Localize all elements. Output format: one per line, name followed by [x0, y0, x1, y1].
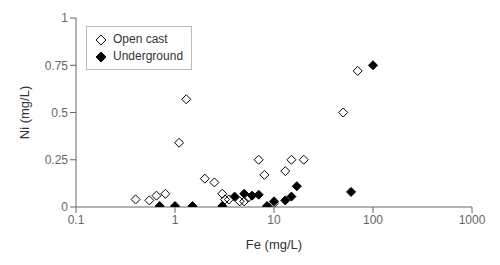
svg-text:0.1: 0.1: [68, 213, 85, 227]
svg-text:1: 1: [61, 11, 68, 25]
svg-text:1000: 1000: [459, 213, 486, 227]
html-text:Open cast: Open cast: [113, 32, 168, 46]
svg-text:0.25: 0.25: [45, 153, 69, 167]
svg-text:100: 100: [363, 213, 383, 227]
svg-text:0.75: 0.75: [45, 59, 69, 73]
svg-text:1: 1: [172, 213, 179, 227]
svg-text:Ni (mg/L): Ni (mg/L): [17, 86, 32, 139]
html-text:Underground: Underground: [113, 49, 184, 63]
svg-text:Fe (mg/L): Fe (mg/L): [246, 237, 302, 252]
svg-text:0: 0: [61, 200, 68, 214]
svg-text:0.5: 0.5: [51, 106, 68, 120]
svg-text:10: 10: [267, 213, 281, 227]
